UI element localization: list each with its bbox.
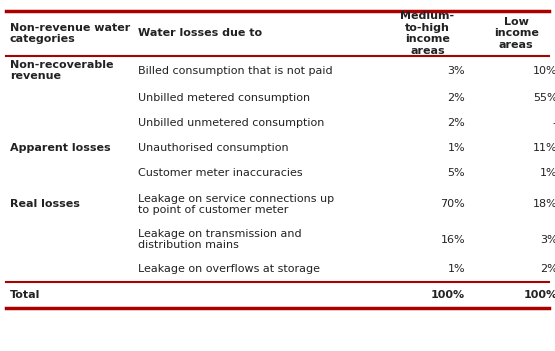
Text: 2%: 2% bbox=[447, 118, 465, 128]
Text: Total: Total bbox=[10, 290, 41, 300]
Text: 10%: 10% bbox=[533, 66, 555, 75]
Text: Low
income
areas: Low income areas bbox=[494, 17, 538, 50]
Text: Water losses due to: Water losses due to bbox=[138, 28, 262, 38]
Text: 5%: 5% bbox=[447, 168, 465, 178]
Text: Non-recoverable
revenue: Non-recoverable revenue bbox=[10, 60, 113, 81]
Text: 11%: 11% bbox=[533, 143, 555, 153]
Text: 16%: 16% bbox=[441, 234, 465, 245]
Text: 1%: 1% bbox=[447, 264, 465, 274]
Text: 55%: 55% bbox=[533, 93, 555, 102]
Text: Apparent losses: Apparent losses bbox=[10, 143, 110, 153]
Text: Real losses: Real losses bbox=[10, 199, 80, 210]
Text: 3%: 3% bbox=[447, 66, 465, 75]
Text: Medium-
to-high
income
areas: Medium- to-high income areas bbox=[400, 11, 455, 56]
Text: –: – bbox=[552, 118, 555, 128]
Text: 1%: 1% bbox=[447, 143, 465, 153]
Text: Non-revenue water
categories: Non-revenue water categories bbox=[10, 22, 130, 44]
Text: Leakage on service connections up
to point of customer meter: Leakage on service connections up to poi… bbox=[138, 194, 334, 215]
Text: 3%: 3% bbox=[540, 234, 555, 245]
Text: 18%: 18% bbox=[533, 199, 555, 210]
Text: 1%: 1% bbox=[540, 168, 555, 178]
Text: Unbilled metered consumption: Unbilled metered consumption bbox=[138, 93, 310, 102]
Text: Leakage on transmission and
distribution mains: Leakage on transmission and distribution… bbox=[138, 229, 301, 250]
Text: 100%: 100% bbox=[524, 290, 555, 300]
Text: Unauthorised consumption: Unauthorised consumption bbox=[138, 143, 288, 153]
Text: 100%: 100% bbox=[431, 290, 465, 300]
Text: Leakage on overflows at storage: Leakage on overflows at storage bbox=[138, 264, 320, 274]
Text: 2%: 2% bbox=[540, 264, 555, 274]
Text: Unbilled unmetered consumption: Unbilled unmetered consumption bbox=[138, 118, 324, 128]
Text: Billed consumption that is not paid: Billed consumption that is not paid bbox=[138, 66, 332, 75]
Text: Customer meter inaccuracies: Customer meter inaccuracies bbox=[138, 168, 302, 178]
Text: 70%: 70% bbox=[440, 199, 465, 210]
Text: 2%: 2% bbox=[447, 93, 465, 102]
